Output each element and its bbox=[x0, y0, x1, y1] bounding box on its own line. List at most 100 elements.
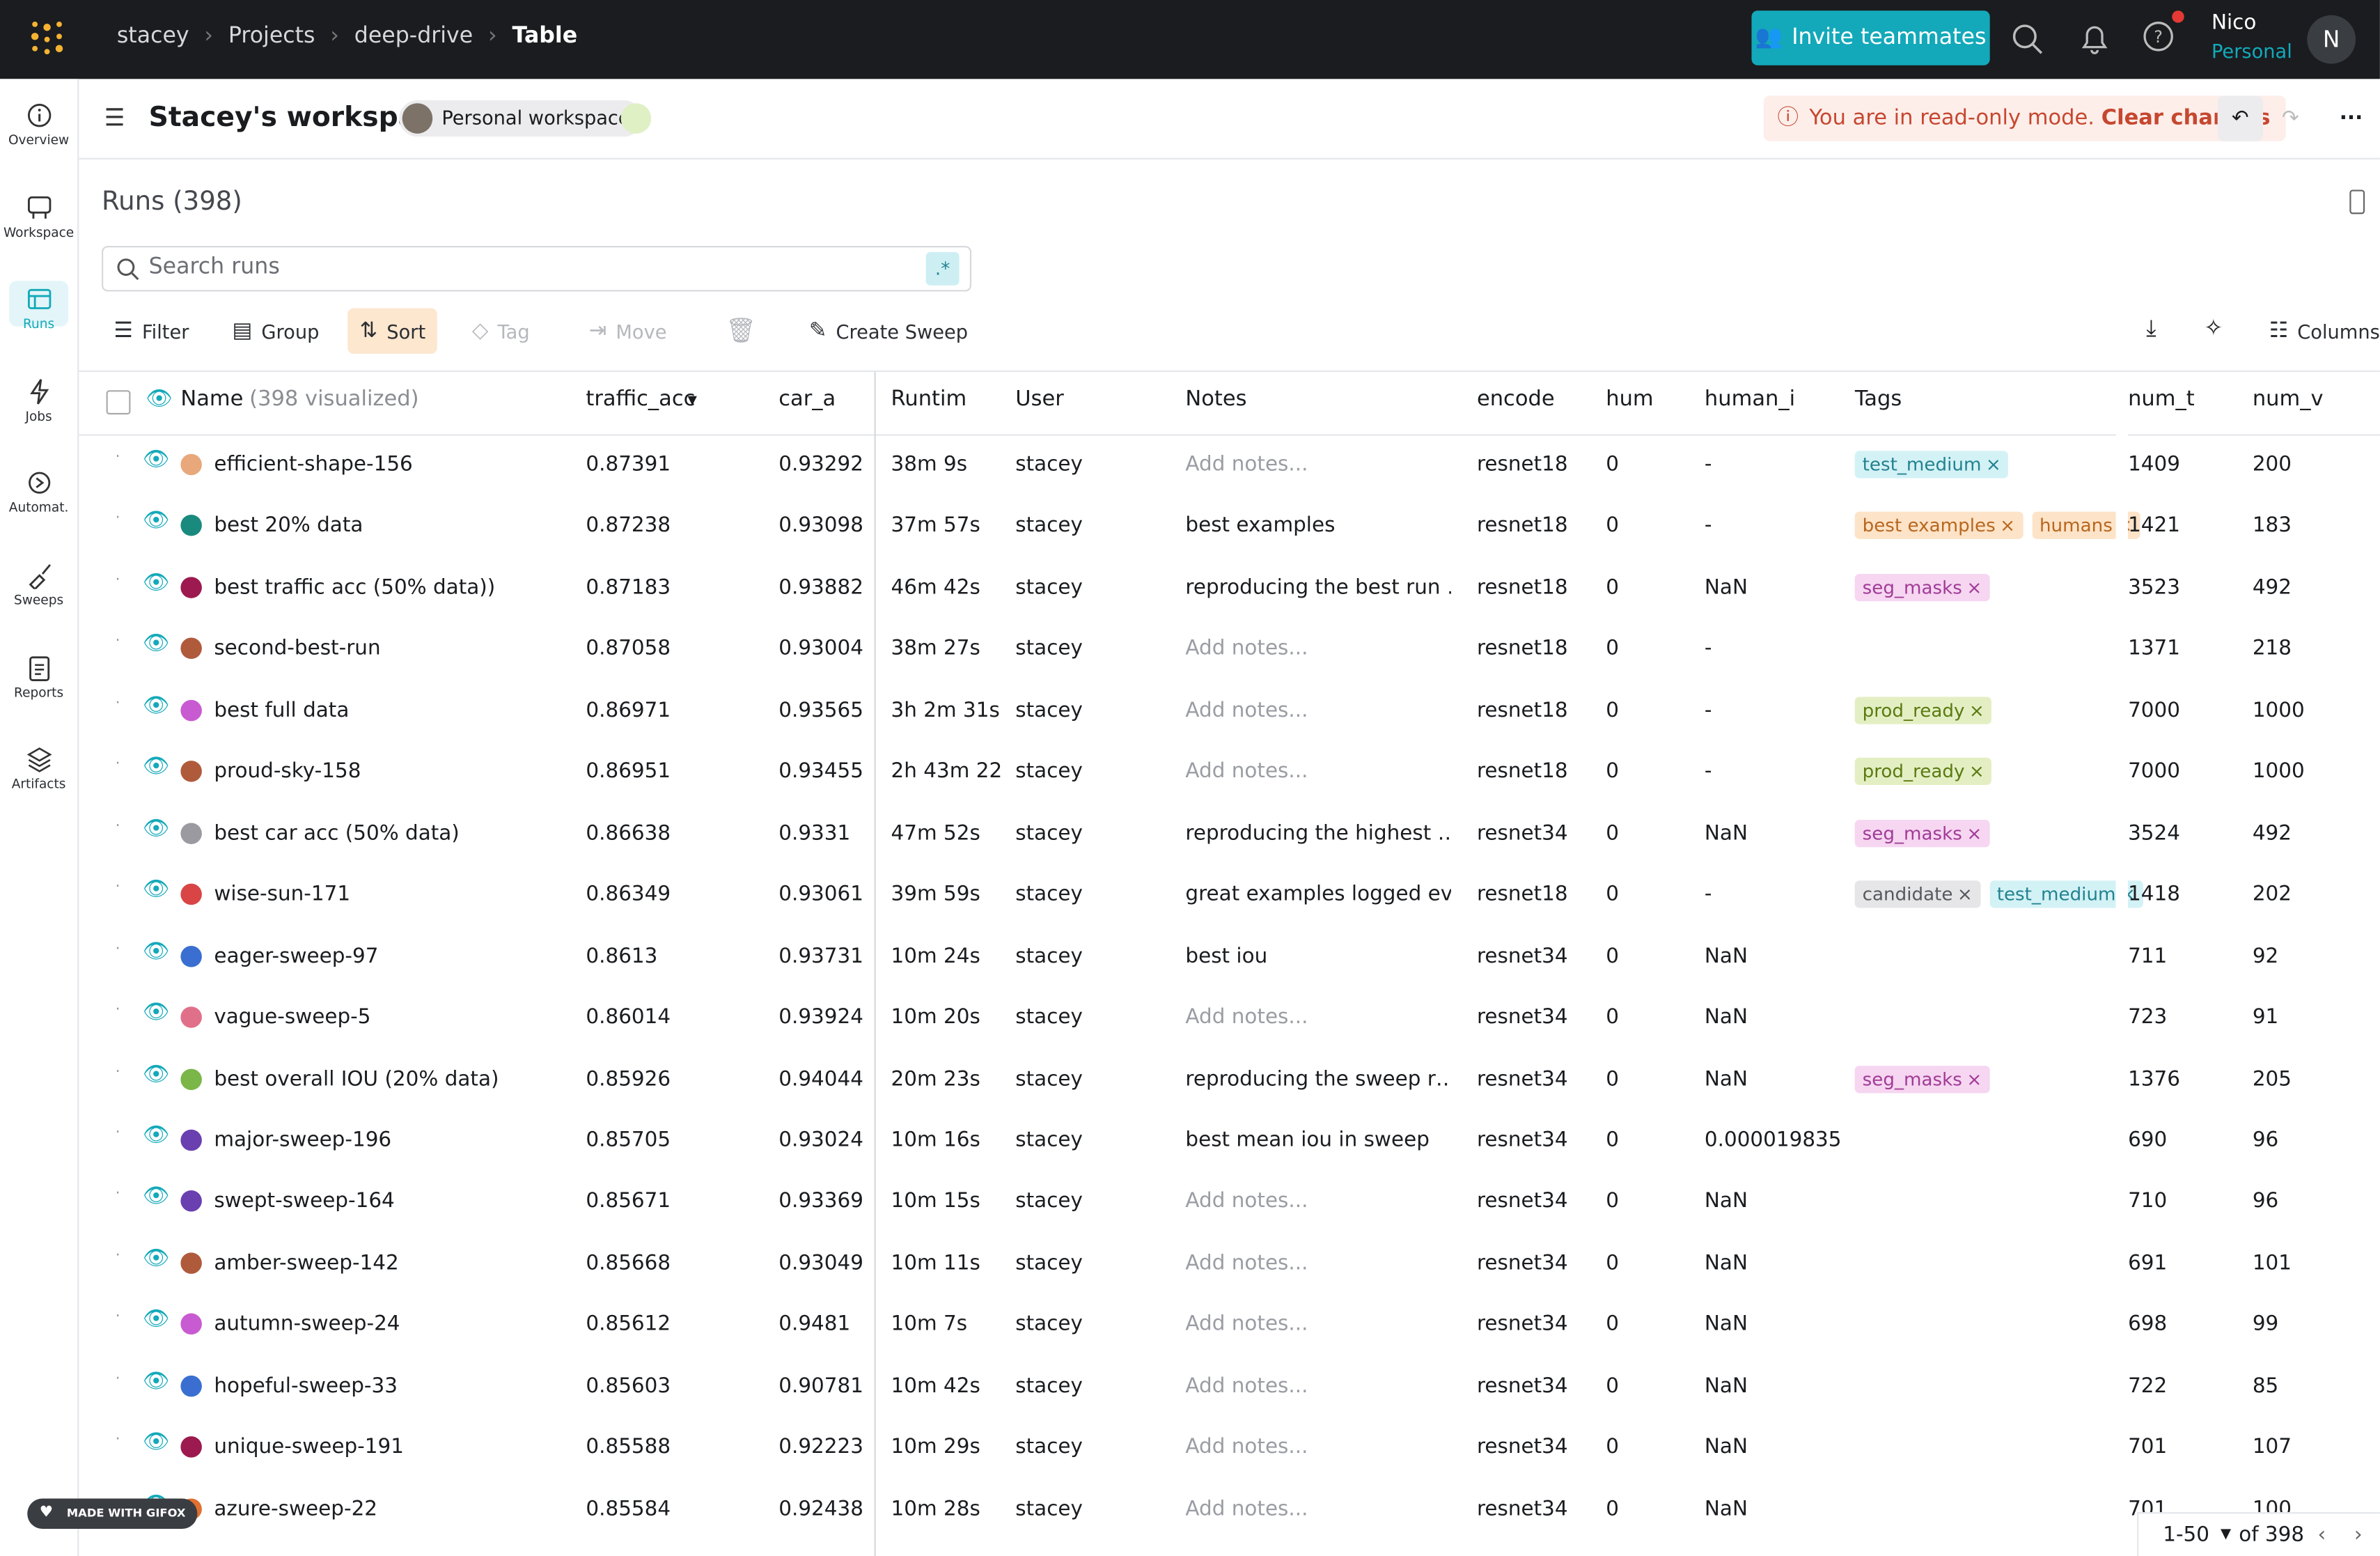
run-color[interactable] bbox=[180, 699, 202, 721]
run-name[interactable]: amber-sweep-142 bbox=[214, 1247, 578, 1278]
visibility-toggle[interactable]: 👁 bbox=[143, 1369, 170, 1394]
run-name[interactable]: eager-sweep-97 bbox=[214, 941, 578, 972]
run-name[interactable]: second-best-run bbox=[214, 634, 578, 664]
column-header[interactable]: User bbox=[1015, 387, 1152, 412]
toolbar-button[interactable]: ◇Tag bbox=[460, 308, 542, 353]
run-row[interactable]: ·👁autumn-sweep-240.856120.948110m 7sstac… bbox=[79, 1294, 2380, 1355]
notifications-icon[interactable] bbox=[2076, 22, 2113, 58]
notes-placeholder[interactable]: Add notes... bbox=[1185, 634, 1450, 664]
run-row[interactable]: ·👁amber-sweep-1420.856680.9304910m 11sst… bbox=[79, 1233, 2380, 1293]
toolbar-button[interactable]: ⇅Sort bbox=[347, 308, 437, 353]
run-name[interactable]: hopeful-sweep-33 bbox=[214, 1371, 578, 1401]
search-box[interactable]: Search runs .* bbox=[102, 246, 971, 291]
run-row[interactable]: ·👁swept-sweep-1640.856710.9336910m 15sst… bbox=[79, 1171, 2380, 1231]
run-color[interactable] bbox=[180, 454, 202, 476]
visibility-toggle[interactable]: 👁 bbox=[143, 878, 170, 902]
run-row[interactable]: ·👁major-sweep-1960.857050.9302410m 16sst… bbox=[79, 1110, 2380, 1170]
notes-placeholder[interactable]: Add notes... bbox=[1185, 1309, 1450, 1340]
visibility-toggle[interactable]: 👁 bbox=[143, 694, 170, 718]
run-name[interactable]: best car acc (50% data) bbox=[214, 818, 578, 848]
toolbar-button[interactable]: ✎Create Sweep bbox=[797, 308, 980, 353]
column-header[interactable]: num_v bbox=[2253, 387, 2359, 412]
cell-notes[interactable]: reproducing the sweep r… bbox=[1185, 1064, 1450, 1094]
more-button[interactable]: ··· bbox=[2328, 95, 2374, 141]
visibility-toggle[interactable]: 👁 bbox=[143, 448, 170, 472]
run-name[interactable]: unique-sweep-191 bbox=[214, 1432, 578, 1463]
column-header[interactable]: encode bbox=[1477, 387, 1583, 412]
notes-placeholder[interactable]: Add notes... bbox=[1185, 1432, 1450, 1463]
run-name[interactable]: azure-sweep-22 bbox=[214, 1493, 578, 1524]
regex-toggle[interactable]: .* bbox=[926, 252, 960, 286]
breadcrumb[interactable]: Projects bbox=[228, 24, 315, 49]
run-row[interactable]: ·👁best overall IOU (20% data)0.859260.94… bbox=[79, 1048, 2380, 1109]
visibility-all[interactable]: 👁 bbox=[146, 387, 173, 412]
notes-placeholder[interactable]: Add notes... bbox=[1185, 1247, 1450, 1278]
column-header[interactable]: human_i bbox=[1705, 387, 1833, 412]
toolbar-button[interactable]: ☷Columns bbox=[2257, 308, 2380, 353]
invite-button[interactable]: 👥Invite teammates bbox=[1751, 10, 1989, 65]
search-icon[interactable] bbox=[2010, 22, 2046, 58]
cell-notes[interactable]: reproducing the best run … bbox=[1185, 573, 1450, 603]
tag[interactable]: test_medium bbox=[1855, 451, 2009, 478]
run-row[interactable]: ·👁best 20% data0.872380.9309837m 57sstac… bbox=[79, 496, 2380, 557]
run-name[interactable]: efficient-shape-156 bbox=[214, 449, 578, 480]
run-color[interactable] bbox=[180, 823, 202, 844]
tag[interactable]: seg_masks bbox=[1855, 819, 1989, 846]
run-row[interactable]: ·👁best full data0.869710.935653h 2m 31ss… bbox=[79, 680, 2380, 740]
run-color[interactable] bbox=[180, 761, 202, 783]
panel-toggle[interactable] bbox=[2349, 189, 2365, 214]
toolbar-button[interactable]: ⇥Move bbox=[577, 308, 679, 353]
cell-notes[interactable]: best mean iou in sweep bbox=[1185, 1125, 1450, 1156]
run-name[interactable]: major-sweep-196 bbox=[214, 1125, 578, 1156]
notes-placeholder[interactable]: Add notes... bbox=[1185, 1371, 1450, 1401]
cell-notes[interactable]: best iou bbox=[1185, 941, 1450, 972]
run-color[interactable] bbox=[180, 1130, 202, 1151]
run-name[interactable]: best 20% data bbox=[214, 511, 578, 541]
visibility-toggle[interactable]: 👁 bbox=[143, 1062, 170, 1087]
sidebar-item[interactable]: Reports bbox=[0, 654, 77, 701]
visibility-toggle[interactable]: 👁 bbox=[143, 509, 170, 534]
visibility-toggle[interactable]: 👁 bbox=[143, 1001, 170, 1025]
visibility-toggle[interactable]: 👁 bbox=[143, 1185, 170, 1209]
run-row[interactable]: ·👁best traffic acc (50% data))0.871830.9… bbox=[79, 557, 2380, 618]
sidebar-item[interactable]: Jobs bbox=[0, 378, 77, 425]
breadcrumb[interactable]: stacey bbox=[117, 24, 189, 49]
run-color[interactable] bbox=[180, 1006, 202, 1028]
notes-placeholder[interactable]: Add notes... bbox=[1185, 756, 1450, 787]
run-row[interactable]: ·👁proud-sky-1580.869510.934552h 43m 22st… bbox=[79, 741, 2380, 802]
run-color[interactable] bbox=[180, 515, 202, 537]
column-header[interactable]: hum bbox=[1606, 387, 1682, 412]
run-row[interactable]: ·👁efficient-shape-1560.873910.9329238m 9… bbox=[79, 434, 2380, 495]
run-color[interactable] bbox=[180, 577, 202, 598]
visibility-toggle[interactable]: 👁 bbox=[143, 1123, 170, 1148]
visibility-toggle[interactable]: 👁 bbox=[143, 816, 170, 841]
notes-placeholder[interactable]: Add notes... bbox=[1185, 1002, 1450, 1033]
column-header[interactable]: traffic_acc bbox=[586, 387, 753, 412]
notes-placeholder[interactable]: Add notes... bbox=[1185, 1493, 1450, 1524]
sidebar-item[interactable]: Artifacts bbox=[0, 746, 77, 793]
run-row[interactable]: ·👁best car acc (50% data)0.866380.933147… bbox=[79, 802, 2380, 863]
run-color[interactable] bbox=[180, 1068, 202, 1089]
notes-placeholder[interactable]: Add notes... bbox=[1185, 695, 1450, 726]
toolbar-button[interactable]: ▤Group bbox=[220, 308, 331, 353]
run-row[interactable]: ·👁azure-sweep-220.855840.9243810m 28ssta… bbox=[79, 1478, 2380, 1539]
run-name[interactable]: best overall IOU (20% data) bbox=[214, 1064, 578, 1094]
visibility-toggle[interactable]: 👁 bbox=[143, 1431, 170, 1455]
tag[interactable]: seg_masks bbox=[1855, 574, 1989, 601]
sidebar-item[interactable]: Overview bbox=[0, 102, 77, 149]
tag[interactable]: prod_ready bbox=[1855, 758, 1992, 785]
tag[interactable]: prod_ready bbox=[1855, 697, 1992, 724]
run-color[interactable] bbox=[180, 1252, 202, 1274]
redo-button[interactable]: ↷ bbox=[2268, 95, 2313, 141]
page-range[interactable]: 1-50 bbox=[2163, 1514, 2209, 1556]
run-color[interactable] bbox=[180, 945, 202, 967]
avatar[interactable]: N bbox=[2307, 15, 2356, 64]
download-button[interactable]: ⤓ bbox=[2146, 314, 2156, 341]
logo[interactable] bbox=[29, 20, 65, 56]
help-icon[interactable]: ? bbox=[2140, 9, 2192, 58]
workspace-badge[interactable]: Personal workspace bbox=[399, 100, 642, 137]
prev-page[interactable]: ‹ bbox=[2318, 1514, 2326, 1556]
run-color[interactable] bbox=[180, 1375, 202, 1396]
delete-button[interactable]: 🗑 bbox=[726, 316, 756, 344]
cell-notes[interactable]: best examples bbox=[1185, 511, 1450, 541]
